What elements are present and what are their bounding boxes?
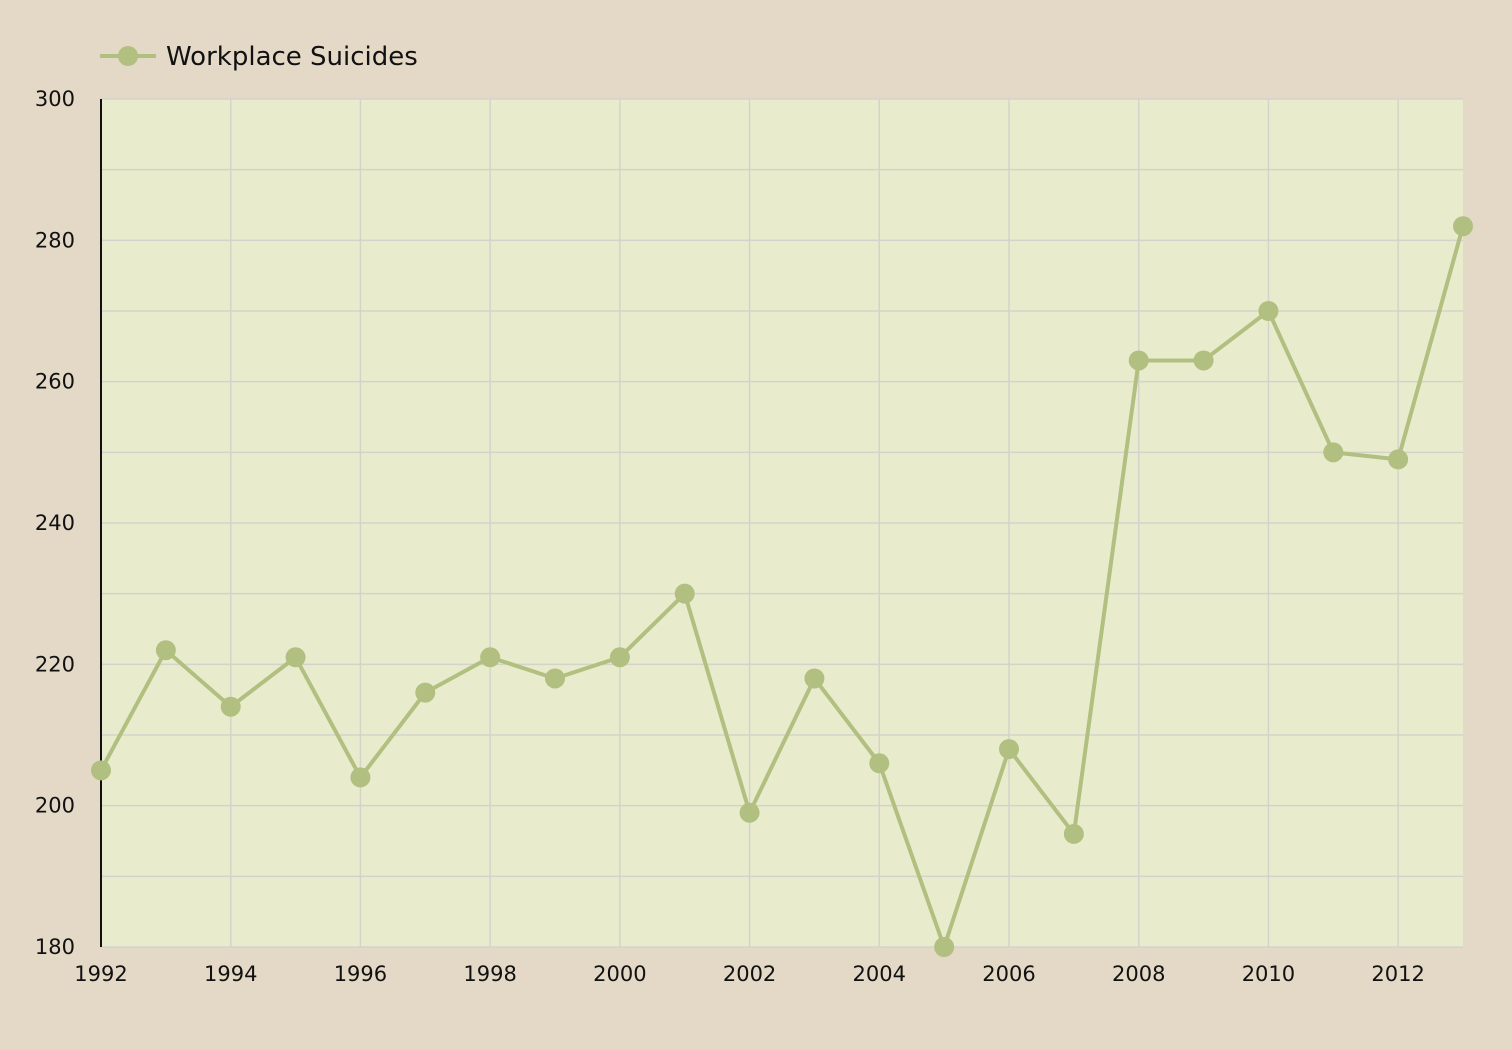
data-point xyxy=(674,583,695,604)
x-tick-label: 2006 xyxy=(982,962,1035,986)
data-point xyxy=(285,647,306,668)
data-point xyxy=(1323,442,1344,463)
x-tick-label: 1996 xyxy=(334,962,387,986)
x-tick-label: 2008 xyxy=(1112,962,1165,986)
y-tick-label: 300 xyxy=(35,87,75,111)
x-tick-label: 1992 xyxy=(74,962,127,986)
legend[interactable]: Workplace Suicides xyxy=(100,42,418,72)
data-point xyxy=(999,739,1019,760)
data-point xyxy=(415,682,436,703)
y-tick-label: 280 xyxy=(35,228,75,252)
data-point xyxy=(220,696,241,717)
data-point xyxy=(350,767,371,788)
data-point xyxy=(739,802,760,823)
data-point xyxy=(1128,350,1149,371)
x-tick-label: 2010 xyxy=(1242,962,1295,986)
data-point xyxy=(869,753,890,774)
data-point xyxy=(1388,449,1409,470)
legend-label: Workplace Suicides xyxy=(166,42,418,72)
grid-lines xyxy=(100,98,1463,948)
x-tick-label: 2004 xyxy=(853,962,906,986)
data-point xyxy=(91,760,111,781)
x-tick-label: 2000 xyxy=(593,962,646,986)
data-point xyxy=(934,937,955,957)
data-point xyxy=(1193,350,1214,371)
data-point xyxy=(480,647,501,668)
y-tick-label: 240 xyxy=(35,511,75,535)
y-tick-label: 220 xyxy=(35,652,75,676)
data-point xyxy=(545,668,565,689)
data-point xyxy=(1063,823,1084,844)
y-tick-label: 180 xyxy=(35,935,75,959)
legend-marker xyxy=(118,46,138,66)
data-point xyxy=(804,668,825,689)
data-point xyxy=(609,647,630,668)
x-tick-label: 1998 xyxy=(463,962,516,986)
series-line xyxy=(99,225,1465,949)
x-tick-label: 1994 xyxy=(204,962,257,986)
y-tick-label: 200 xyxy=(35,794,75,818)
tick-labels: 180 200 220 240 260 280 300 1992 1994 1996 1998 200… xyxy=(35,87,1425,986)
data-point xyxy=(1453,216,1473,237)
data-point xyxy=(155,640,176,661)
data-point xyxy=(1258,301,1279,321)
x-tick-label: 2002 xyxy=(723,962,776,986)
y-tick-label: 260 xyxy=(35,370,75,394)
x-tick-label: 2012 xyxy=(1371,962,1424,986)
series-layer xyxy=(91,216,1473,957)
